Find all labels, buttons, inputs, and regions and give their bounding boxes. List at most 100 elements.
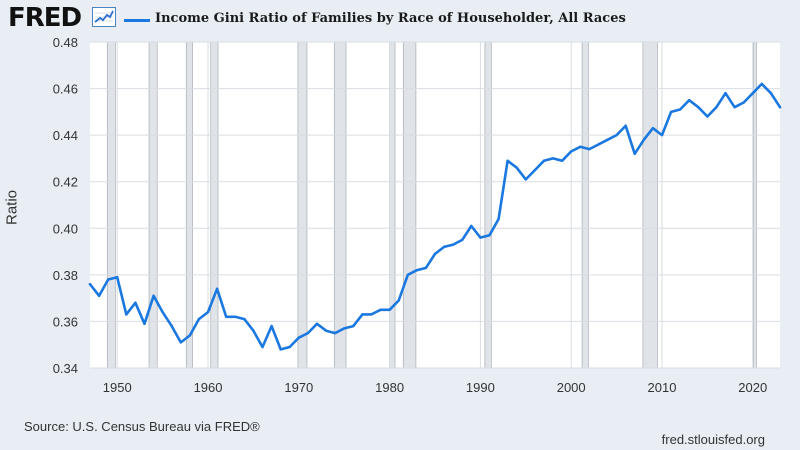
x-tick-label: 1980 [375, 380, 404, 395]
data-point [597, 143, 600, 146]
y-tick-label: 0.38 [53, 268, 78, 283]
data-point [778, 106, 782, 109]
data-point [524, 178, 527, 181]
data-point [306, 331, 310, 335]
data-point [315, 322, 319, 325]
data-point [134, 301, 137, 304]
data-point [352, 324, 355, 328]
data-point [669, 110, 673, 114]
source-note: Source: U.S. Census Bureau via FRED® [24, 419, 260, 434]
x-tick-label: 1960 [194, 380, 223, 395]
y-tick-label: 0.36 [53, 314, 78, 329]
data-point [769, 92, 773, 95]
data-point [697, 106, 700, 109]
data-point [243, 317, 246, 321]
data-point [270, 324, 273, 328]
fred-site-link[interactable]: fred.stlouisfed.org [661, 432, 765, 447]
data-point [170, 324, 173, 328]
y-tick-label: 0.48 [53, 35, 78, 50]
data-point [515, 166, 518, 169]
data-point [361, 313, 364, 316]
data-point [488, 234, 491, 237]
data-point [288, 345, 291, 349]
data-point [706, 115, 709, 118]
data-point [660, 133, 664, 137]
data-point [715, 106, 718, 109]
data-point [206, 310, 210, 314]
data-point [497, 217, 500, 221]
data-point [125, 313, 128, 316]
data-point [379, 308, 382, 311]
data-point [188, 334, 192, 337]
data-point [116, 275, 119, 279]
data-point [751, 92, 754, 95]
x-tick-label: 1950 [103, 380, 132, 395]
y-tick-label: 0.46 [53, 82, 78, 97]
y-tick-label: 0.34 [53, 361, 78, 376]
data-point [97, 294, 101, 298]
data-point [551, 157, 555, 160]
y-tick-label: 0.42 [53, 175, 78, 190]
legend-line-swatch [124, 19, 150, 22]
data-point [451, 243, 455, 246]
data-point [651, 126, 655, 130]
recession-band [389, 41, 396, 369]
data-point [624, 124, 627, 128]
y-tick-label: 0.44 [53, 128, 78, 143]
recession-band [210, 41, 219, 369]
data-point [633, 152, 636, 155]
recession-band [402, 41, 417, 369]
data-point [424, 266, 428, 270]
y-tick-label: 0.40 [53, 221, 78, 236]
data-point [542, 159, 546, 162]
recession-band [642, 41, 658, 369]
data-point [442, 245, 446, 249]
data-point [760, 82, 764, 86]
data-point [579, 145, 582, 148]
recession-band [581, 41, 589, 369]
data-point [606, 138, 609, 141]
data-point [642, 138, 646, 141]
x-tick-label: 2000 [557, 380, 586, 395]
axis-labels: 0.34 0.36 0.38 0.40 0.42 0.44 0.46 0.48 1950 1960… [53, 35, 768, 395]
data-point [388, 308, 391, 311]
data-point [397, 299, 400, 302]
data-point [470, 224, 473, 228]
data-point [433, 252, 437, 256]
data-point [152, 294, 155, 298]
data-point [215, 287, 219, 291]
recession-band [484, 41, 492, 369]
data-point [370, 313, 373, 316]
data-point [197, 317, 201, 321]
data-point [88, 282, 92, 286]
data-point [678, 108, 682, 111]
data-point [506, 159, 509, 162]
data-point [479, 236, 482, 239]
data-point [143, 322, 146, 325]
data-point [224, 315, 228, 318]
data-point [406, 273, 409, 277]
data-point [106, 278, 110, 281]
data-point [324, 329, 328, 332]
data-point [297, 336, 301, 339]
x-tick-label: 2020 [738, 380, 767, 395]
data-point [588, 147, 591, 151]
x-tick-label: 2010 [648, 380, 677, 395]
data-point [569, 150, 573, 153]
recession-bands [106, 41, 757, 369]
data-point [343, 327, 346, 330]
plot-area [90, 42, 780, 368]
data-point [234, 315, 237, 318]
data-point [724, 92, 727, 95]
data-point [261, 345, 264, 349]
data-point [533, 168, 537, 172]
series-lines [88, 82, 782, 351]
data-point [161, 310, 164, 314]
x-tick-label: 1990 [466, 380, 495, 395]
recession-band [185, 41, 193, 369]
data-point [688, 99, 691, 102]
data-point [615, 133, 618, 137]
data-point [415, 269, 419, 272]
data-point [179, 341, 182, 344]
